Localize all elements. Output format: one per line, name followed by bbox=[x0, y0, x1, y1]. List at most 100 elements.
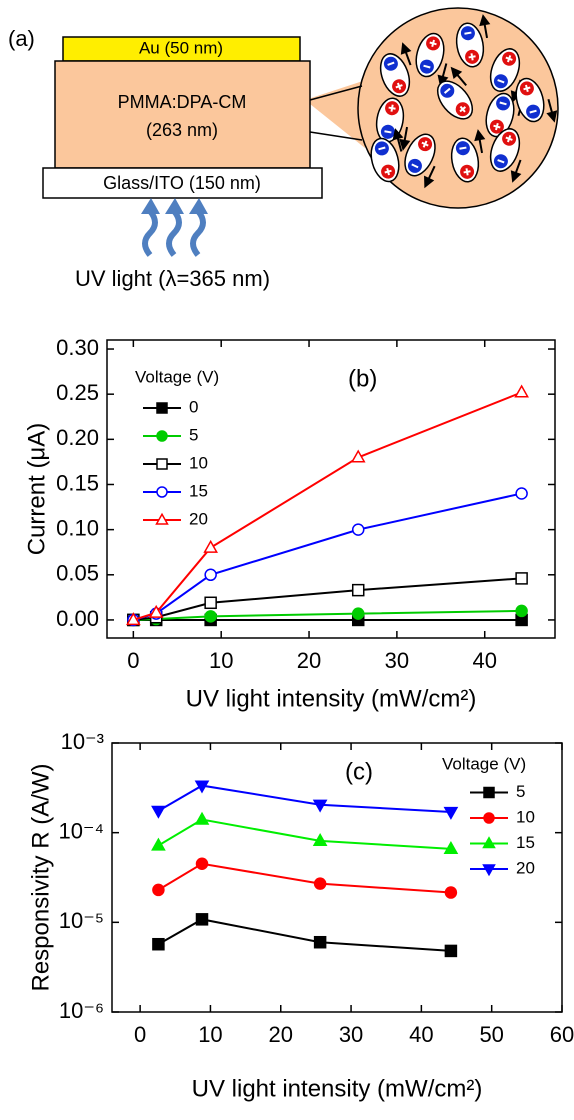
charge-sign bbox=[464, 31, 472, 35]
dipole-arrow bbox=[546, 98, 558, 123]
charge-sign bbox=[443, 87, 451, 94]
x-axis-label: UV light intensity (mW/cm²) bbox=[186, 685, 477, 712]
x-tick-label: 20 bbox=[297, 648, 321, 673]
y-tick-label: 0.30 bbox=[56, 335, 99, 360]
data-point bbox=[443, 840, 459, 854]
light-label: UV light (λ=365 nm) bbox=[75, 266, 270, 291]
data-point bbox=[313, 935, 327, 949]
charge-sign bbox=[497, 159, 505, 164]
y-tick-label: 0.20 bbox=[56, 425, 99, 450]
uv-arrows bbox=[142, 209, 206, 257]
charge-sign bbox=[387, 61, 395, 66]
molecule bbox=[450, 129, 486, 183]
legend-label: 5 bbox=[189, 425, 198, 444]
layer-label: PMMA:DPA-CM bbox=[118, 92, 247, 112]
charge-sign bbox=[384, 167, 392, 176]
charge-sign bbox=[493, 122, 501, 131]
panel-label: (a) bbox=[8, 26, 35, 51]
data-point bbox=[194, 811, 210, 825]
x-tick-label: 30 bbox=[339, 1022, 363, 1047]
legend-marker bbox=[483, 786, 495, 799]
y-axis-label: Current (μA) bbox=[23, 423, 50, 556]
x-axis-label: UV light intensity (mW/cm²) bbox=[192, 1075, 483, 1102]
series-line bbox=[157, 918, 451, 952]
molecule bbox=[404, 133, 436, 189]
pmma-layer bbox=[54, 60, 311, 169]
data-point bbox=[312, 799, 328, 813]
responsivity-chart: 0 10 20 30 40 50 60 10⁻⁶ 10⁻⁵ 10⁻⁴ 10⁻³ UV light in… bbox=[27, 729, 574, 1103]
legend-label: 0 bbox=[189, 397, 198, 416]
legend-marker bbox=[156, 486, 168, 498]
y-tick-label: 10⁻⁶ bbox=[59, 998, 104, 1023]
dipole-arrow bbox=[399, 126, 411, 151]
legend-label: 5 bbox=[516, 782, 525, 801]
x-tick-label: 10 bbox=[198, 1022, 222, 1047]
data-point bbox=[151, 837, 166, 851]
data-point bbox=[351, 583, 365, 597]
dipole-arrow bbox=[450, 66, 467, 87]
data-point bbox=[312, 833, 328, 847]
legend-label: 20 bbox=[189, 509, 208, 528]
charge-sign bbox=[378, 146, 386, 151]
callout-pointer bbox=[305, 78, 372, 148]
dipole-arrow bbox=[510, 159, 522, 183]
charge-sign bbox=[505, 55, 513, 63]
data-point bbox=[444, 944, 458, 958]
legend-marker bbox=[155, 512, 169, 525]
molecule bbox=[415, 32, 449, 87]
series-line bbox=[157, 862, 451, 894]
legend-label: 15 bbox=[516, 833, 535, 852]
y-tick-label: 0.25 bbox=[56, 380, 99, 405]
layer-label: (263 nm) bbox=[146, 120, 218, 140]
layer-label: Au (50 nm) bbox=[139, 38, 223, 57]
x-tick-label: 20 bbox=[269, 1022, 293, 1047]
legend-marker bbox=[482, 836, 496, 849]
dipole-arrow bbox=[474, 129, 486, 154]
data-point bbox=[351, 523, 365, 536]
charge-sign bbox=[459, 105, 467, 113]
charge-sign bbox=[497, 79, 505, 84]
x-tick-label: 40 bbox=[409, 1022, 433, 1047]
x-tick-label: 0 bbox=[134, 1022, 146, 1047]
glass-layer bbox=[42, 167, 323, 199]
charge-sign bbox=[523, 84, 531, 93]
x-tick-label: 60 bbox=[550, 1022, 574, 1047]
legend-label: 10 bbox=[189, 453, 208, 472]
legend-marker bbox=[156, 402, 168, 414]
molecule bbox=[515, 77, 558, 123]
y-tick-label: 10⁻⁴ bbox=[58, 818, 104, 843]
molecule bbox=[379, 42, 412, 97]
panel-label: (c) bbox=[345, 758, 373, 785]
data-point bbox=[195, 857, 209, 871]
series-line bbox=[157, 818, 451, 850]
y-tick-label: 0.05 bbox=[56, 561, 99, 586]
charge-sign bbox=[505, 135, 513, 143]
x-tick-label: 50 bbox=[479, 1022, 503, 1047]
data-point bbox=[350, 449, 366, 463]
dipole-arrow bbox=[479, 14, 491, 39]
data-point bbox=[351, 607, 365, 620]
data-point bbox=[195, 913, 209, 926]
charge-sign bbox=[468, 53, 476, 61]
panel-label: (b) bbox=[348, 365, 377, 392]
y-axis-label: Responsivity R (A/W) bbox=[27, 763, 54, 991]
data-point bbox=[514, 384, 529, 398]
x-tick-label: 10 bbox=[209, 648, 233, 673]
charge-sign bbox=[459, 146, 467, 150]
charge-sign bbox=[411, 163, 419, 169]
legend-title: Voltage (V) bbox=[442, 754, 526, 773]
dipole-arrow bbox=[392, 128, 404, 152]
charge-sign bbox=[429, 39, 437, 48]
device-diagram: (a) Au (50 nm) PMMA:DPA-CM (263 nm) Glas… bbox=[8, 7, 559, 291]
y-tick-label: 0.10 bbox=[56, 515, 99, 540]
legend-label: 10 bbox=[516, 807, 535, 826]
dipole-arrow bbox=[424, 165, 436, 189]
data-point bbox=[443, 806, 459, 820]
molecule bbox=[436, 66, 474, 120]
legend-marker bbox=[156, 458, 168, 470]
data-point bbox=[152, 937, 165, 951]
series-line bbox=[133, 609, 522, 621]
data-point bbox=[148, 604, 164, 618]
y-tick-label: 10⁻⁵ bbox=[59, 908, 104, 933]
uv-arrowheads bbox=[141, 198, 208, 214]
